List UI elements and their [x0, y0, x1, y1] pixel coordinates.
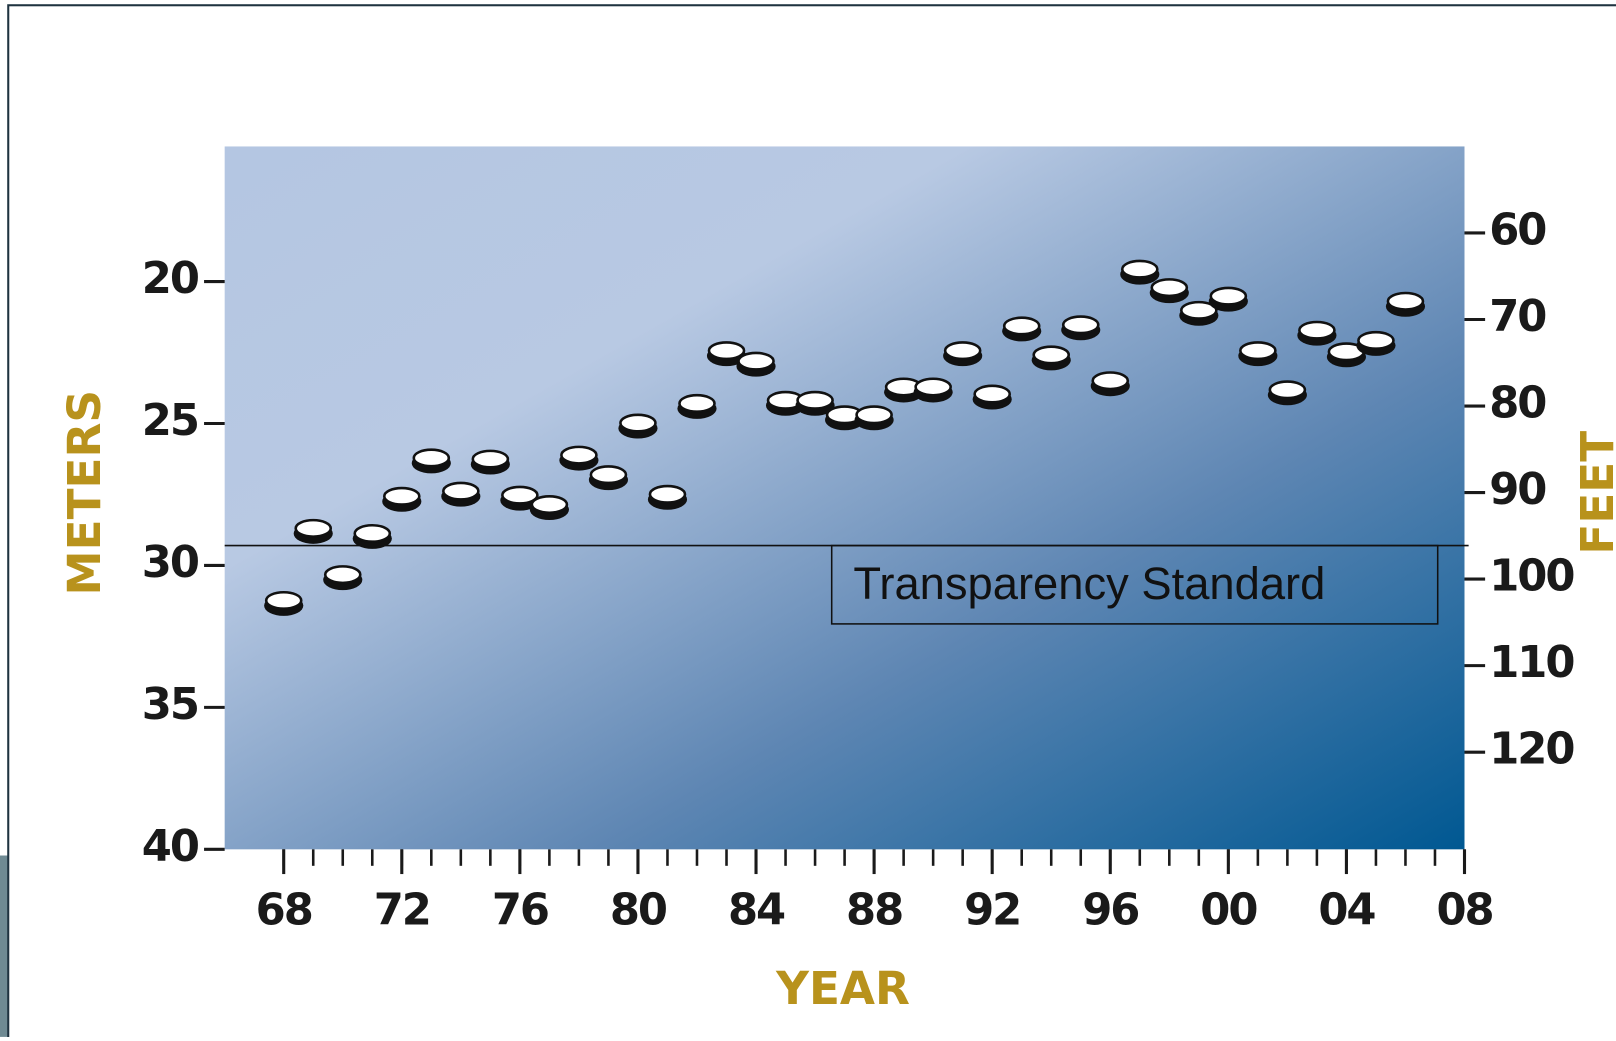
point — [854, 405, 894, 431]
x-axis-label: YEAR — [775, 962, 910, 1015]
y-tick-label: 30 — [142, 538, 199, 588]
point — [943, 341, 983, 367]
y-axis-label: METERS — [58, 390, 111, 596]
point — [1267, 380, 1307, 406]
x-tick-label: 84 — [728, 886, 785, 936]
x-tick-label: 68 — [256, 886, 312, 936]
point — [1120, 259, 1160, 285]
point — [677, 393, 717, 419]
y2-tick-label: 90 — [1489, 465, 1546, 515]
point — [706, 341, 747, 367]
point — [825, 405, 865, 431]
point — [588, 465, 629, 491]
point — [1356, 330, 1396, 356]
x-tick-label: 92 — [964, 886, 1020, 936]
point — [500, 485, 540, 511]
point — [352, 523, 392, 549]
point — [1385, 291, 1426, 317]
x-tick-label: 80 — [610, 886, 667, 936]
point — [470, 449, 510, 475]
x-tick-label: 72 — [374, 886, 430, 936]
y2-tick-label: 70 — [1489, 292, 1546, 342]
point — [1061, 315, 1101, 341]
y2-tick-label: 60 — [1489, 205, 1546, 255]
plot-area — [224, 146, 1465, 850]
y-tick-label: 20 — [142, 254, 199, 304]
point — [1090, 371, 1130, 397]
point — [736, 351, 776, 377]
point — [411, 448, 451, 474]
y2-axis-label: FEET — [1571, 431, 1616, 555]
point — [382, 486, 422, 512]
x-tick-label: 00 — [1200, 886, 1257, 936]
y-tick-label: 40 — [142, 822, 199, 872]
point — [1297, 320, 1337, 346]
y-tick-label: 25 — [142, 396, 198, 446]
point — [972, 384, 1012, 410]
point — [884, 377, 924, 403]
point — [1149, 278, 1189, 304]
y2-tick-label: 80 — [1489, 379, 1546, 429]
x-tick-label: 08 — [1436, 886, 1492, 936]
x-tick-label: 76 — [492, 886, 548, 936]
point — [1002, 316, 1042, 342]
point — [647, 484, 688, 510]
point — [1208, 286, 1248, 312]
point — [795, 390, 835, 416]
point — [529, 494, 569, 520]
x-tick-label: 04 — [1318, 886, 1375, 936]
y2-tick-label: 110 — [1489, 638, 1574, 688]
y-tick-label: 35 — [142, 680, 198, 730]
y2-tick-label: 100 — [1489, 552, 1574, 602]
x-tick-label: 96 — [1082, 886, 1138, 936]
point — [323, 565, 363, 591]
point — [765, 390, 806, 416]
photo-edge — [0, 855, 11, 1037]
x-tick-label: 88 — [846, 886, 902, 936]
point — [559, 445, 599, 471]
point — [1031, 345, 1071, 371]
point — [441, 481, 481, 507]
point — [264, 590, 304, 616]
point — [1238, 341, 1278, 367]
reference-label: Transparency Standard — [853, 558, 1325, 609]
point — [293, 518, 333, 544]
point — [618, 413, 658, 439]
y2-tick-label: 120 — [1489, 725, 1574, 775]
reference-label-box — [830, 544, 1439, 625]
point — [1179, 300, 1219, 326]
point — [913, 377, 953, 403]
